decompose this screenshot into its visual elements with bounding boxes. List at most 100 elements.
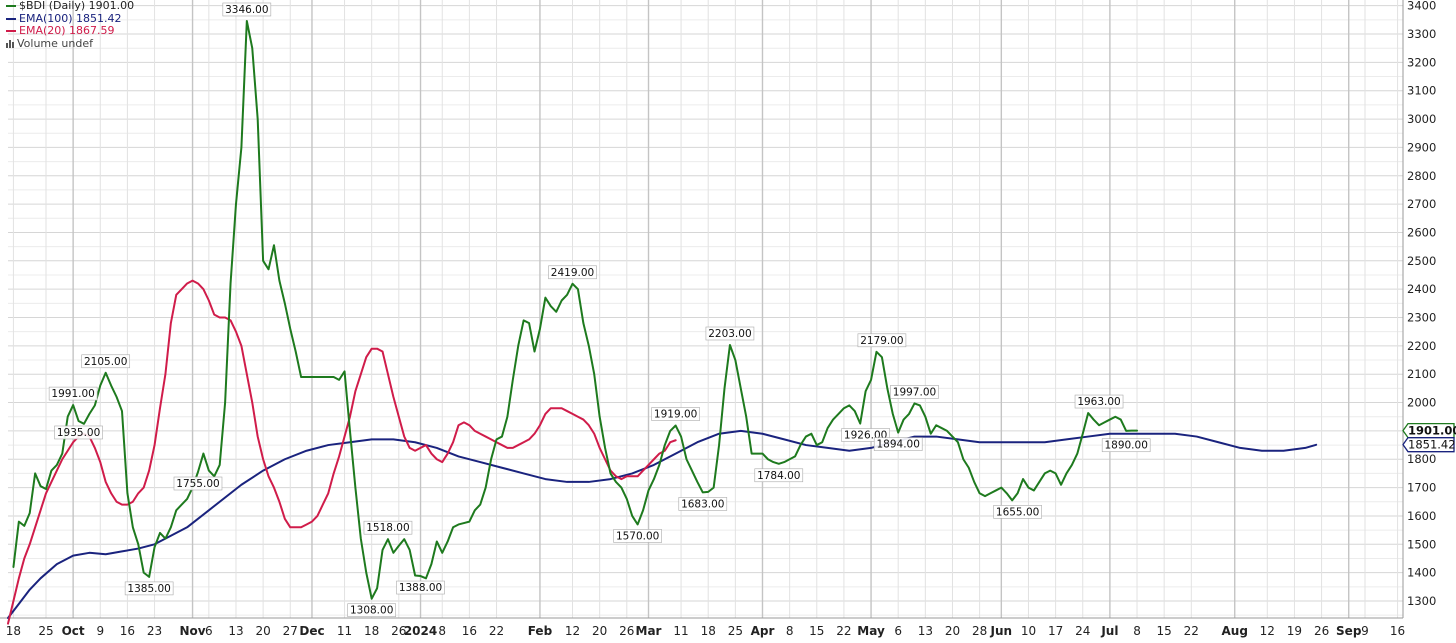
- annotation-label: 1894.00: [873, 437, 923, 451]
- last-value-tag-ema100: 1851.42: [1402, 437, 1456, 453]
- annotation-text: 1784.00: [757, 470, 800, 482]
- chart-legend: $BDI (Daily) 1901.00 EMA(100) 1851.42 EM…: [6, 0, 134, 50]
- x-tick-label: 8: [786, 624, 794, 638]
- y-tick-label: 3000: [1407, 112, 1436, 126]
- x-tick-label: Mar: [636, 624, 662, 638]
- x-tick-label: May: [857, 624, 885, 638]
- x-tick-label: Jun: [990, 624, 1013, 638]
- legend-ema20-label: EMA(20) 1867.59: [19, 24, 115, 37]
- y-tick-label: 2900: [1407, 140, 1436, 154]
- last-value-text: 1851.42: [1408, 438, 1456, 452]
- annotation-label: 1518.00: [363, 520, 413, 535]
- annotation-label: 3346.00: [222, 2, 272, 17]
- y-tick-label: 1300: [1407, 594, 1436, 608]
- x-tick-label: 27: [283, 624, 298, 638]
- y-tick-label: 3300: [1407, 27, 1436, 41]
- x-tick-label: 18: [701, 624, 716, 638]
- legend-volume-label: Volume undef: [17, 36, 93, 50]
- annotation-box: [651, 407, 700, 421]
- x-tick-label: 11: [673, 624, 688, 638]
- x-tick-label: 19: [1287, 624, 1302, 638]
- annotation-box: [124, 581, 174, 596]
- last-value-box: [1402, 437, 1455, 453]
- annotation-text: 3346.00: [225, 4, 268, 16]
- annotation-box: [222, 2, 272, 17]
- annotation-text: 1894.00: [876, 439, 919, 451]
- annotation-text: 1890.00: [1104, 440, 1147, 452]
- annotation-text: 1963.00: [1077, 396, 1120, 408]
- annotation-text: 2419.00: [551, 267, 594, 279]
- y-tick-label: 2500: [1407, 254, 1436, 268]
- x-tick-label: 26: [619, 624, 634, 638]
- y-tick-label: 1500: [1407, 537, 1436, 551]
- annotation-box: [873, 437, 923, 451]
- y-tick-label: 2200: [1407, 339, 1436, 353]
- series-line-bdi: [12, 19, 1139, 600]
- y-tick-label: 1600: [1407, 509, 1436, 523]
- y-tick-label: 1700: [1407, 481, 1436, 495]
- legend-bdi: $BDI (Daily) 1901.00: [6, 0, 134, 13]
- legend-ema20: EMA(20) 1867.59: [6, 24, 134, 38]
- x-tick-label: 2024: [404, 624, 437, 638]
- x-tick-label: 6: [894, 624, 902, 638]
- x-tick-label: Nov: [179, 624, 205, 638]
- chart-annotations: 1991.00 1935.00 2105.00 1385.00 1755.00 3346.…: [48, 2, 1151, 618]
- annotation-text: 2179.00: [860, 335, 903, 347]
- annotation-label: 1655.00: [993, 505, 1042, 519]
- annotation-text: 2203.00: [708, 328, 751, 340]
- x-tick-label: 22: [489, 624, 504, 638]
- x-tick-label: 20: [592, 624, 607, 638]
- volume-bars-icon: [6, 39, 15, 48]
- x-tick-label: 9: [96, 624, 104, 638]
- y-tick-label: 2700: [1407, 197, 1436, 211]
- x-tick-label: 28: [972, 624, 987, 638]
- x-tick-label: Jul: [1100, 624, 1118, 638]
- annotation-label: 1755.00: [173, 476, 223, 491]
- annotation-label: 2179.00: [857, 333, 907, 348]
- y-tick-label: 2400: [1407, 282, 1436, 296]
- x-tick-label: 25: [38, 624, 53, 638]
- annotation-label: 1570.00: [613, 529, 662, 543]
- annotation-label: 1919.00: [651, 407, 700, 421]
- annotation-text: 1518.00: [366, 522, 409, 534]
- x-tick-label: Feb: [528, 624, 553, 638]
- legend-ema100-label: EMA(100) 1851.42: [19, 11, 122, 25]
- x-tick-label: 20: [945, 624, 960, 638]
- annotation-box: [81, 354, 131, 369]
- x-tick-label: 8: [438, 624, 446, 638]
- annotation-box: [613, 529, 662, 543]
- last-value-tag-bdi: 1901.00: [1402, 422, 1456, 439]
- annotation-box: [1101, 438, 1151, 453]
- annotation-text: 1655.00: [996, 506, 1039, 518]
- x-tick-label: 16: [462, 624, 477, 638]
- x-tick-label: 6: [205, 624, 213, 638]
- x-tick-label: 16: [1390, 624, 1405, 638]
- annotation-box: [890, 385, 939, 399]
- annotation-label: 1385.00: [124, 581, 174, 596]
- x-tick-label: Aug: [1222, 624, 1248, 638]
- x-tick-label: 12: [1260, 624, 1275, 638]
- x-tick-label: 25: [728, 624, 743, 638]
- annotation-label: 1890.00: [1101, 438, 1151, 453]
- legend-volume: Volume undef: [6, 36, 134, 51]
- legend-ema100: EMA(100) 1851.42: [6, 11, 134, 26]
- annotation-text: 1919.00: [654, 409, 697, 421]
- annotation-label: 1308.00: [347, 603, 396, 618]
- x-tick-label: 15: [1157, 624, 1172, 638]
- annotation-box: [754, 468, 804, 483]
- annotation-text: 1755.00: [176, 478, 219, 490]
- annotation-text: 1997.00: [893, 386, 936, 398]
- annotation-box: [173, 476, 223, 491]
- y-tick-label: 2600: [1407, 225, 1436, 239]
- annotation-box: [705, 326, 755, 341]
- x-tick-label: 18: [6, 624, 21, 638]
- annotation-box: [396, 580, 445, 595]
- x-tick-label: 24: [1075, 624, 1090, 638]
- y-tick-label: 1800: [1407, 452, 1436, 466]
- x-tick-label: Dec: [299, 624, 324, 638]
- x-tick-label: 26: [1314, 624, 1329, 638]
- x-tick-label: 22: [836, 624, 851, 638]
- x-tick-label: 12: [565, 624, 580, 638]
